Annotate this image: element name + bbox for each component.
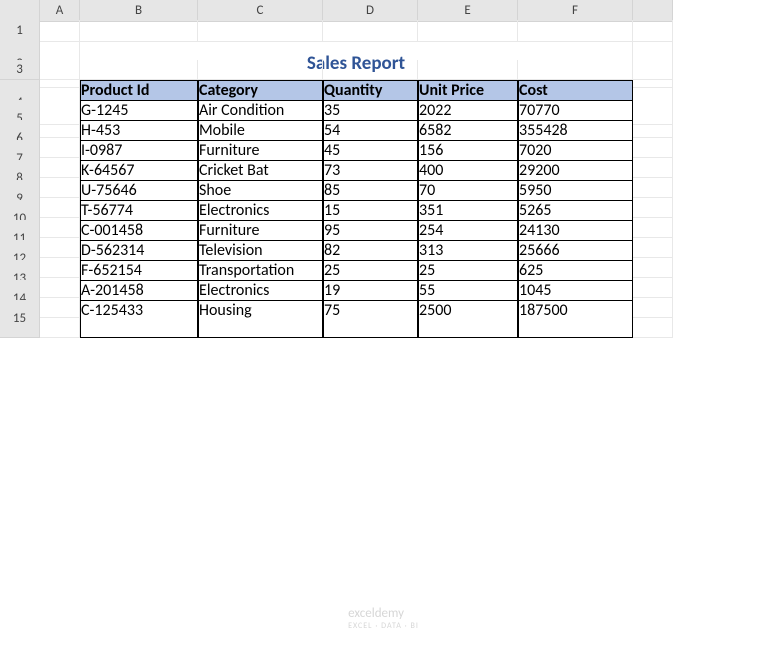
watermark: exceldemy EXCEL · DATA · BI xyxy=(348,606,419,631)
cell-c3[interactable] xyxy=(198,60,323,80)
col-header-g[interactable] xyxy=(633,0,673,22)
cell-a15[interactable] xyxy=(40,300,80,338)
col-header-b[interactable]: B xyxy=(80,0,198,22)
table-cell[interactable]: 75 xyxy=(323,300,418,338)
table-cell[interactable]: 2500 xyxy=(418,300,518,338)
cell-f3[interactable] xyxy=(518,60,633,80)
cell-g3[interactable] xyxy=(633,60,673,80)
select-all-corner[interactable] xyxy=(0,0,40,22)
col-header-f[interactable]: F xyxy=(518,0,633,22)
col-header-e[interactable]: E xyxy=(418,0,518,22)
row-header-15[interactable]: 15 xyxy=(0,300,40,338)
spreadsheet-grid: A B C D E F 1 2 Sales Report 3 4 Product… xyxy=(0,0,767,320)
cell-b1[interactable] xyxy=(80,20,198,42)
table-cell[interactable]: 187500 xyxy=(518,300,633,338)
cell-e3[interactable] xyxy=(418,60,518,80)
cell-g1[interactable] xyxy=(633,20,673,42)
table-cell[interactable]: Housing xyxy=(198,300,323,338)
cell-e1[interactable] xyxy=(418,20,518,42)
cell-c1[interactable] xyxy=(198,20,323,42)
col-header-c[interactable]: C xyxy=(198,0,323,22)
row-header-3[interactable]: 3 xyxy=(0,60,40,80)
cell-f1[interactable] xyxy=(518,20,633,42)
cell-g15[interactable] xyxy=(633,300,673,338)
cell-a1[interactable] xyxy=(40,20,80,42)
cell-a3[interactable] xyxy=(40,60,80,80)
cell-d1[interactable] xyxy=(323,20,418,42)
watermark-text: exceldemy xyxy=(348,606,419,621)
watermark-subtext: EXCEL · DATA · BI xyxy=(348,621,419,631)
col-header-d[interactable]: D xyxy=(323,0,418,22)
cell-b3[interactable] xyxy=(80,60,198,80)
cell-d3[interactable] xyxy=(323,60,418,80)
row-header-1[interactable]: 1 xyxy=(0,20,40,42)
col-header-a[interactable]: A xyxy=(40,0,80,22)
table-cell[interactable]: C-125433 xyxy=(80,300,198,338)
